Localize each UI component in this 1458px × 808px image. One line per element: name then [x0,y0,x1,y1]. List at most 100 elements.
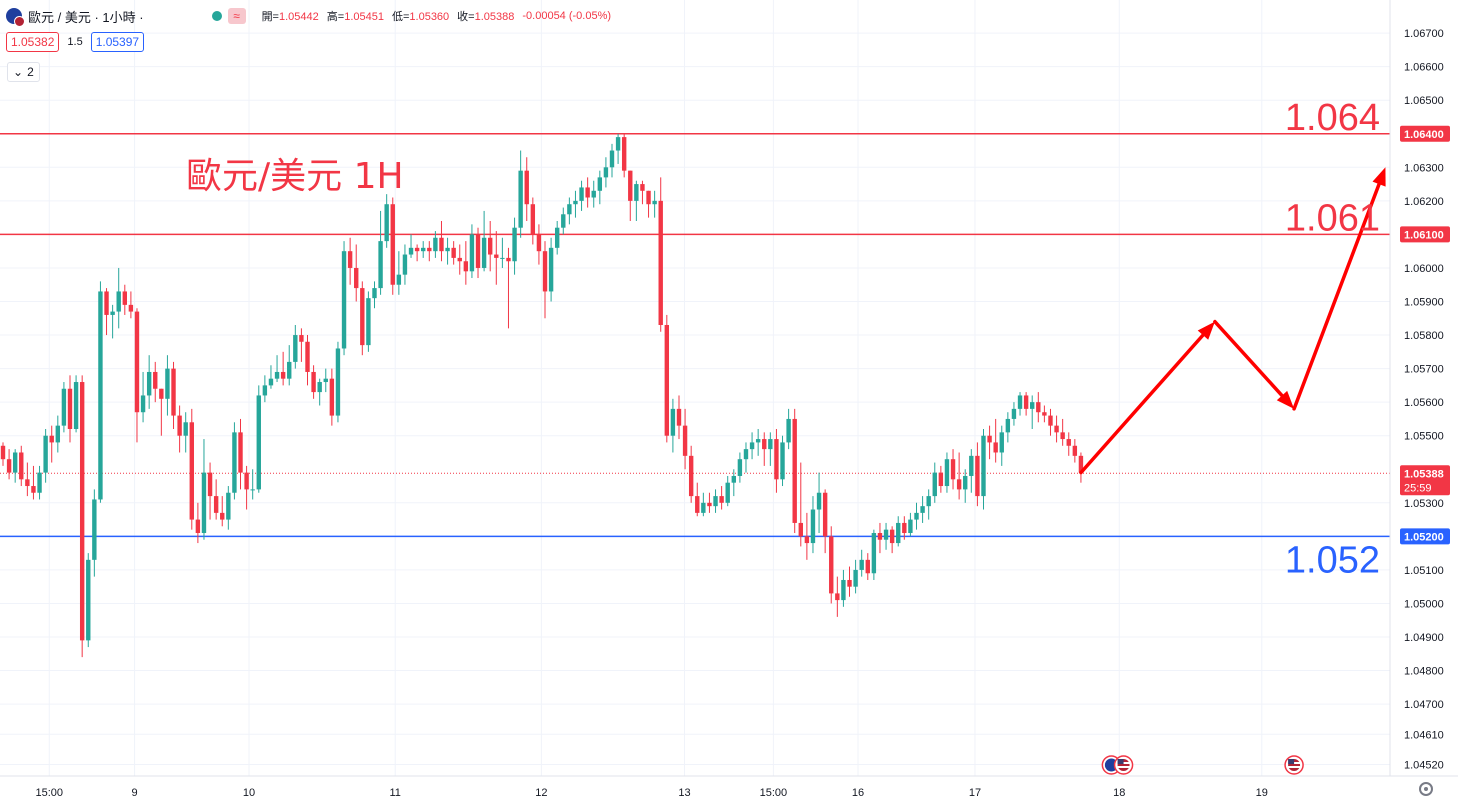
candle [713,489,718,513]
candle-body [177,415,182,436]
candle [49,425,54,463]
candle [524,157,529,221]
candle [317,378,322,406]
candle-body [530,204,536,235]
projection-arrow-shaft[interactable] [1292,182,1381,411]
candle [719,486,724,510]
candle [841,569,846,607]
gear-icon[interactable] [1419,782,1433,796]
candle [664,314,670,443]
projection-arrow-head[interactable] [1372,167,1386,187]
market-open-dot-icon[interactable] [211,11,222,21]
ohlc-close: 收=1.05388 [457,8,514,24]
candle-body [554,227,560,248]
buy-price-button[interactable]: 1.05397 [90,32,145,52]
candle [408,234,414,258]
horizontal-levels[interactable] [0,133,1390,538]
candle-body [146,371,152,396]
ohlc-high-value: 1.05451 [344,11,384,23]
candle [792,408,797,534]
candle-body [615,137,621,151]
x-tick-label: 11 [389,787,400,799]
candle-body [853,569,858,587]
candle-body [628,170,633,201]
ohlc-high-label: 高= [326,11,345,23]
x-tick-label: 13 [678,787,690,799]
chart-title: 歐元/美元 1H [186,156,404,197]
x-tick-label: 15:00 [36,787,64,799]
candle [865,553,870,580]
candle [19,445,24,487]
candle [1054,415,1059,443]
candle-body [341,251,347,349]
level-big-label: 1.052 [1285,539,1380,581]
candle-body [268,378,274,386]
candle-body [372,288,377,299]
candle [585,177,590,208]
y-tick-label: 1.05500 [1404,431,1444,443]
candle [609,143,615,178]
sell-price-button[interactable]: 1.05382 [6,32,60,52]
candle [268,365,274,389]
candle-body [950,459,956,480]
price-axis[interactable]: 1.06700 1.06600 1.06500 1.06300 1.06200 1.060… [1389,0,1458,808]
candle-body [207,472,213,497]
candle-body [317,382,322,393]
us-flag-icon[interactable] [1284,755,1304,775]
candle-body [822,492,828,537]
candle-body [725,482,730,503]
candle [6,449,12,480]
candle [749,432,755,460]
candle [896,516,901,547]
candle [542,241,548,319]
candle-body [43,435,48,473]
candle-body [506,257,511,262]
projection-arrow-head[interactable] [1276,390,1295,409]
candle [457,244,462,275]
candle-body [871,533,877,574]
candle-body [25,479,30,487]
candle [1017,392,1023,416]
y-tick-label: 1.05600 [1404,397,1444,409]
candle-body [463,261,469,272]
candle-body [786,418,791,443]
candle-body [932,472,937,497]
candle-body [981,435,986,497]
candle-body [165,368,170,399]
y-tick-label: 1.05000 [1404,598,1444,610]
projection-arrow-shaft[interactable] [1079,333,1205,475]
candle [256,385,261,493]
x-tick-label: 19 [1256,787,1268,799]
wave-icon[interactable]: ≈ [227,8,246,24]
candle [829,526,834,604]
candle-body [889,529,895,544]
ohlc-close-label: 收= [457,11,475,23]
candle [378,210,383,295]
ohlc-high: 高=1.05451 [327,8,384,24]
x-tick-label: 15:00 [760,787,788,799]
candle [134,308,140,443]
candle-body [98,291,103,500]
projection-arrow-shaft[interactable] [1213,319,1284,398]
candle [530,197,536,245]
time-axis[interactable]: 15:00 9 10 11 12 13 15:00 16 17 18 19 [0,775,1458,808]
chevron-down-icon: ⌄ [13,65,24,79]
symbol-title[interactable]: 歐元 / 美元 · 1小時 · [28,9,144,25]
candle-body [427,247,432,252]
projection-arrow-head[interactable] [1197,321,1215,340]
candle-body [804,536,810,544]
candle-body [305,341,310,372]
indicators-collapse-button[interactable]: ⌄ 2 [7,62,40,82]
candle-body [1048,415,1053,426]
candle-body [183,422,188,436]
level-big-labels: 1.064 1.061 1.052 [1285,97,1380,582]
candle-body [829,536,834,594]
candle [1072,439,1078,463]
candle [1036,392,1041,423]
event-icons[interactable] [1101,755,1304,775]
us-flag-icon[interactable] [1113,755,1134,775]
candle [981,429,986,510]
candle [1030,395,1035,429]
projection-arrows[interactable] [1079,167,1386,475]
